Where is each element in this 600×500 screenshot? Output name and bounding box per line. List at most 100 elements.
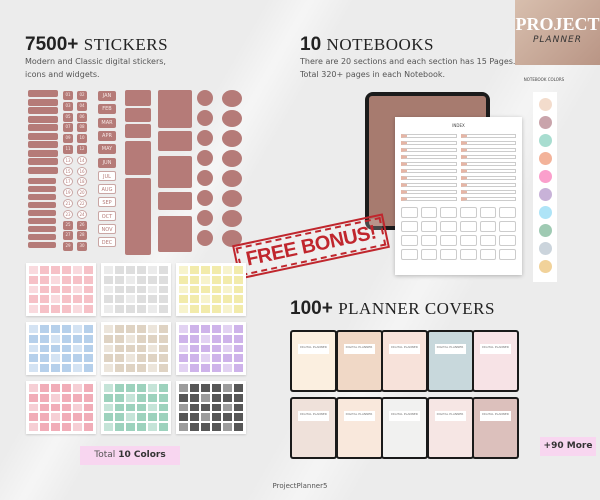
index-row	[401, 141, 516, 145]
index-entry	[460, 169, 516, 173]
sheet-sticker	[212, 403, 221, 412]
banner-sticker	[28, 178, 56, 184]
index-row	[401, 197, 516, 201]
sheet-sticker	[62, 305, 71, 313]
cover-label: DIGITAL PLANNER	[389, 411, 420, 421]
sheet-sticker	[115, 403, 124, 412]
sheet-sticker	[234, 393, 243, 402]
sheet-sticker	[115, 266, 124, 274]
sheet-sticker	[159, 393, 168, 402]
page-template-thumb	[499, 207, 516, 218]
stickers-subtitle: Modern and Classic digital stickers, icon…	[25, 55, 166, 81]
label-sticker	[28, 158, 58, 165]
sheet-sticker	[29, 393, 38, 402]
number-sticker: 27	[63, 231, 73, 241]
sheet-sticker	[201, 325, 210, 333]
month-sticker: OCT	[98, 210, 116, 221]
sheet-sticker	[115, 344, 124, 353]
sheet-sticker	[104, 403, 113, 412]
sheet-sticker	[29, 334, 38, 343]
sheet-sticker	[62, 295, 71, 304]
index-entry	[401, 197, 457, 201]
sheet-sticker	[212, 393, 221, 402]
number-sticker: 08	[77, 123, 87, 133]
sheet-sticker	[115, 384, 124, 392]
icon-sticker	[197, 90, 213, 106]
sticker-sheet	[26, 381, 96, 434]
sheet-sticker	[190, 344, 199, 353]
sheet-sticker	[84, 403, 93, 412]
index-entry	[460, 162, 516, 166]
planner-cover: DIGITAL PLANNER	[381, 397, 428, 459]
sheet-sticker	[234, 344, 243, 353]
cover-label: DIGITAL PLANNER	[343, 344, 375, 354]
sheet-sticker	[179, 393, 188, 402]
page-template-thumb	[420, 221, 438, 232]
sheet-sticker	[104, 325, 113, 333]
sheet-sticker	[234, 334, 243, 343]
sheet-sticker	[223, 295, 232, 304]
sheet-sticker	[201, 393, 210, 402]
notebooks-subtitle-1: There are 20 sections and each section h…	[300, 57, 516, 66]
sheet-sticker	[115, 305, 124, 313]
sheet-sticker	[201, 275, 210, 284]
sheet-sticker	[40, 354, 49, 363]
sheet-sticker	[137, 344, 146, 353]
sheet-sticker	[190, 393, 199, 402]
sheet-sticker	[104, 354, 113, 363]
sheet-sticker	[29, 305, 38, 313]
sticker-sheet	[101, 263, 171, 316]
color-swatch	[538, 116, 552, 129]
sticker-sheet	[101, 381, 171, 434]
sheet-sticker	[40, 413, 49, 422]
sheet-sticker	[104, 413, 113, 422]
sheet-sticker	[137, 364, 146, 372]
sheet-sticker	[212, 354, 221, 363]
sheet-sticker	[234, 403, 243, 412]
sheet-sticker	[126, 275, 135, 284]
sheet-sticker	[62, 364, 71, 372]
sheet-sticker	[190, 325, 199, 333]
page-template-thumb	[499, 235, 516, 246]
icon-sticker	[197, 130, 213, 146]
sheet-sticker	[40, 275, 49, 284]
sheet-sticker	[126, 334, 135, 343]
sheet-sticker	[73, 334, 82, 343]
sheet-sticker	[73, 325, 82, 333]
sheet-sticker	[84, 285, 93, 294]
month-sticker: AUG	[98, 184, 116, 195]
color-swatch	[538, 188, 552, 201]
sheet-sticker	[201, 354, 210, 363]
sheet-sticker	[73, 295, 82, 304]
sheet-sticker	[234, 354, 243, 363]
sheet-sticker	[126, 285, 135, 294]
number-sticker: 06	[77, 112, 87, 122]
sheet-sticker	[84, 354, 93, 363]
sheet-sticker	[148, 354, 157, 363]
index-entry	[460, 176, 516, 180]
sheet-sticker	[115, 295, 124, 304]
number-sticker: 01	[63, 91, 73, 100]
sheet-sticker	[51, 423, 60, 431]
sheet-sticker	[126, 393, 135, 402]
sheet-sticker	[115, 325, 124, 333]
index-entry	[401, 190, 457, 194]
number-sticker: 26	[77, 220, 87, 230]
number-sticker: 25	[63, 220, 73, 230]
stickers-subtitle-2: icons and widgets.	[25, 70, 100, 79]
covers-count: 100+	[290, 298, 333, 319]
sheet-sticker	[179, 403, 188, 412]
sheet-sticker	[84, 295, 93, 304]
sheet-sticker	[148, 305, 157, 313]
label-sticker	[28, 124, 58, 131]
sheet-sticker	[126, 423, 135, 431]
number-sticker: 19	[63, 188, 73, 198]
sheet-sticker	[159, 305, 168, 313]
index-row	[401, 148, 516, 152]
sheet-sticker	[104, 295, 113, 304]
index-row	[401, 190, 516, 194]
sheet-sticker	[201, 305, 210, 313]
sheet-sticker	[212, 334, 221, 343]
planner-cover: DIGITAL PLANNER	[290, 330, 337, 392]
index-entry	[460, 148, 516, 152]
